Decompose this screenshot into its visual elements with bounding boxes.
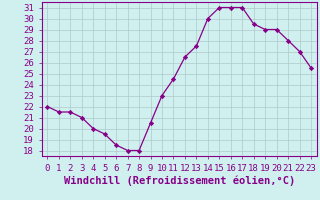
X-axis label: Windchill (Refroidissement éolien,°C): Windchill (Refroidissement éolien,°C) — [64, 175, 295, 186]
